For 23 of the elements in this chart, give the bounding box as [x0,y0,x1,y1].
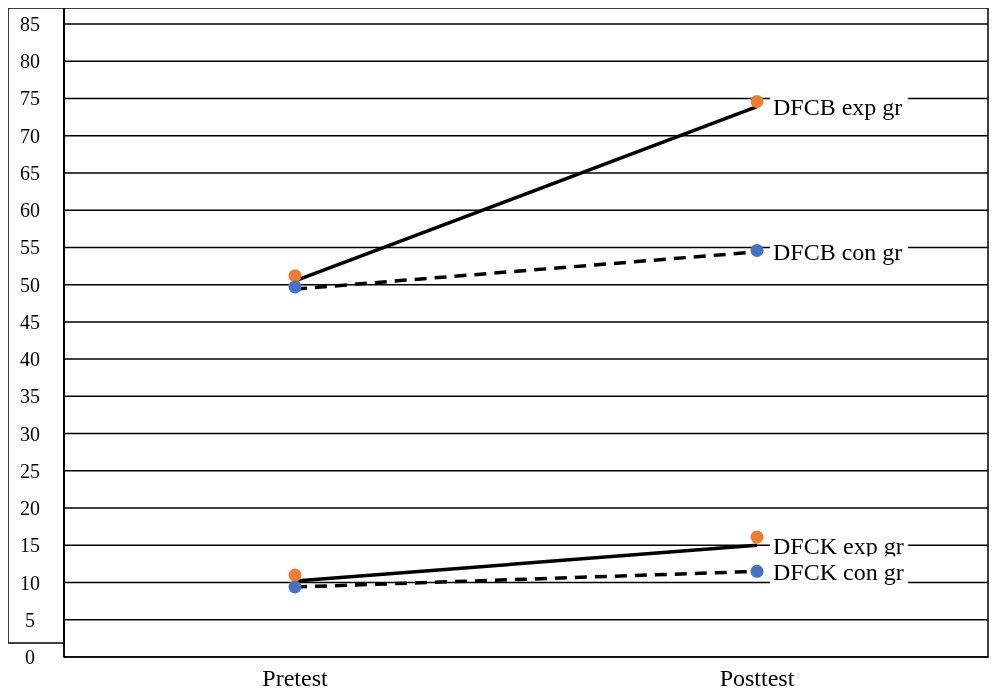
y-tick-label: 55 [20,236,40,259]
series-label: DFCK con gr [773,558,904,585]
y-tick-label: 35 [20,385,40,408]
y-tick-label: 40 [20,348,40,371]
y-tick-label: 30 [20,422,40,445]
y-tick-label: 60 [20,199,40,222]
y-tick-label: 15 [20,534,40,557]
y-tick-label: 10 [20,571,40,594]
y-tick-label: 5 [25,608,35,631]
y-tick-label: 80 [20,50,40,73]
series-label: DFCB con gr [773,239,903,266]
y-tick-label: 70 [20,124,40,147]
y-tick-label: 65 [20,161,40,184]
y-tick-label: 0 [25,646,35,668]
y-tick-label: 45 [20,310,40,333]
x-tick-label: Posttest [719,665,795,690]
y-tick-label: 25 [20,459,40,482]
y-tick-label: 50 [20,273,40,296]
x-tick-label: Pretest [262,665,328,690]
y-tick-label: 85 [20,13,40,35]
y-tick-label: 20 [20,497,40,520]
y-tick-label: 75 [20,87,40,110]
series-label: DFCB exp gr [773,94,903,121]
